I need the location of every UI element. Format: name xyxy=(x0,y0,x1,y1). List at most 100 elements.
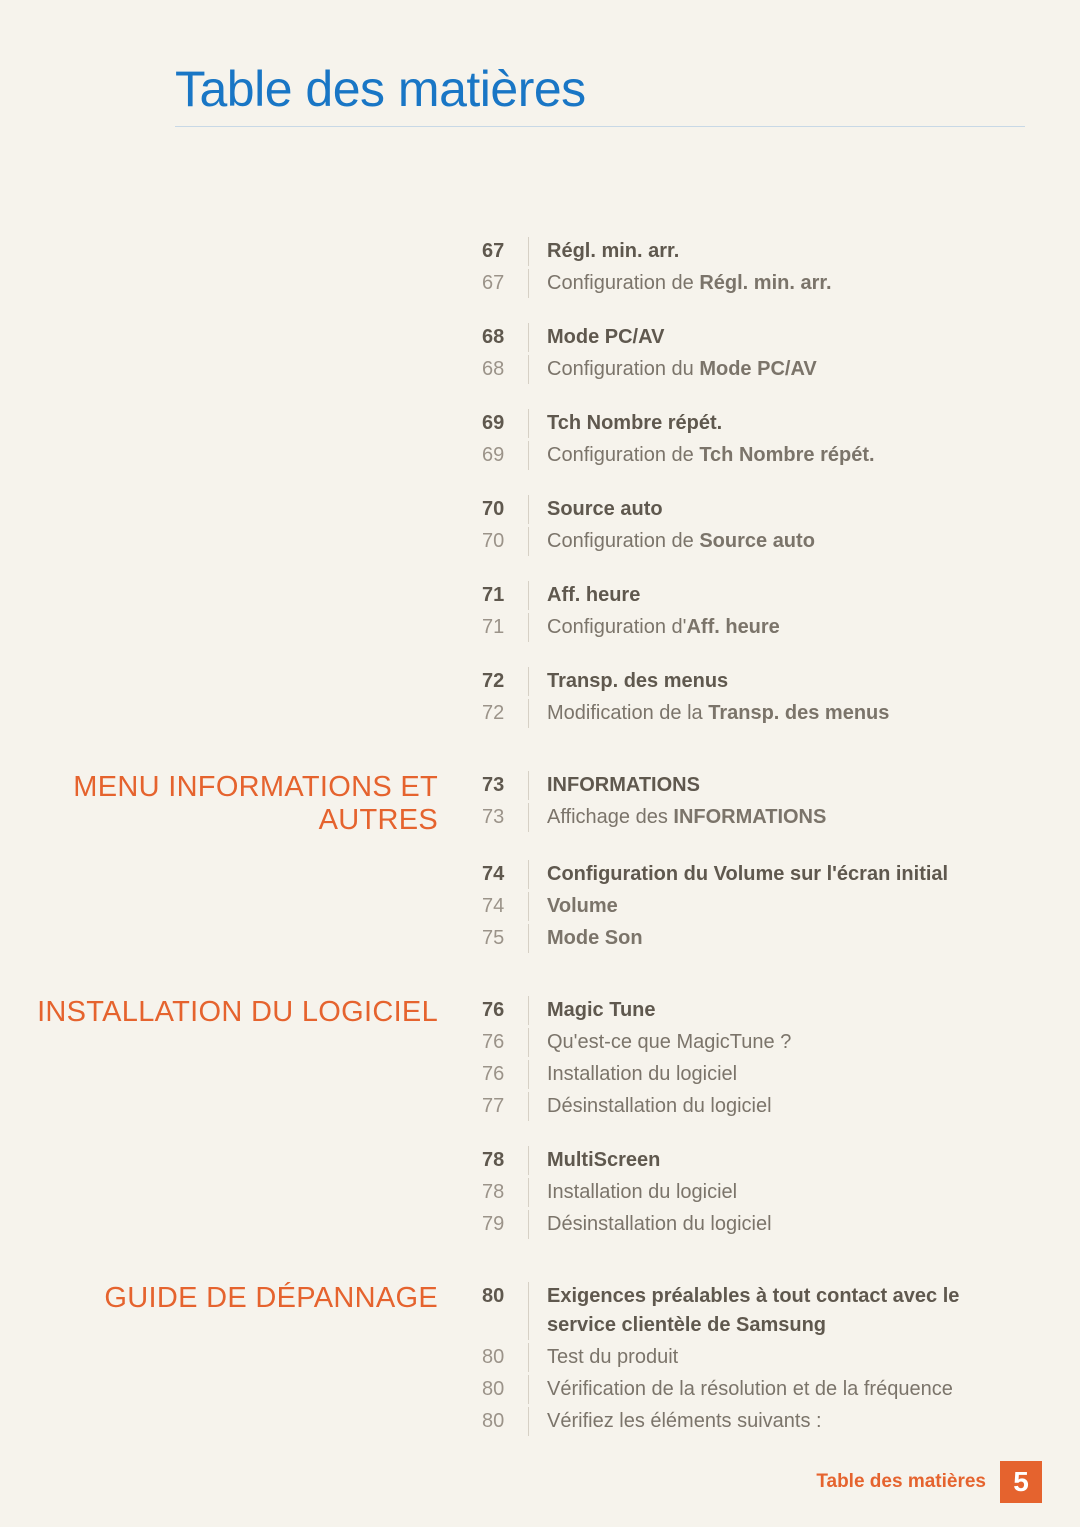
toc-entry-text: Régl. min. arr. xyxy=(547,237,679,266)
entries-column: 74Configuration du Volume sur l'écran in… xyxy=(460,860,948,956)
toc-divider xyxy=(528,581,529,610)
toc-heading: 70Source auto xyxy=(482,495,815,524)
toc-entry-text: Configuration de Tch Nombre répét. xyxy=(547,441,875,470)
toc-divider xyxy=(528,1060,529,1089)
page-title: Table des matières xyxy=(175,60,1080,118)
toc-entry-text: Source auto xyxy=(547,495,663,524)
toc-divider xyxy=(528,237,529,266)
entries-column: 72Transp. des menus72Modification de la … xyxy=(460,667,889,731)
toc-heading: 68Mode PC/AV xyxy=(482,323,817,352)
section-column: GUIDE DE DÉPANNAGE xyxy=(0,1282,460,1315)
toc-page-number: 76 xyxy=(482,996,528,1025)
toc-subentry: 69 Configuration de Tch Nombre répét. xyxy=(482,441,875,470)
toc-subentry: 68 Configuration du Mode PC/AV xyxy=(482,355,817,384)
toc-row: MENU INFORMATIONS ET AUTRES 73 INFORMATION… xyxy=(0,771,1080,838)
toc-page-number: 76 xyxy=(482,1028,528,1057)
toc-subentry: 72Modification de la Transp. des menus xyxy=(482,699,889,728)
toc-divider xyxy=(528,355,529,384)
toc-page-number: 72 xyxy=(482,667,528,696)
toc-divider xyxy=(528,771,529,800)
toc-page-number: 69 xyxy=(482,441,528,470)
toc-subentry: 75Mode Son xyxy=(482,924,948,953)
toc-entry-text: Modification de la Transp. des menus xyxy=(547,699,889,728)
toc-subentry: 76 Qu'est-ce que MagicTune ? xyxy=(482,1028,791,1057)
toc-page-number: 80 xyxy=(482,1375,528,1404)
toc-entry-text: Volume xyxy=(547,892,618,921)
toc-entry-text: Configuration d'Aff. heure xyxy=(547,613,780,642)
toc-entry-text: Configuration de Régl. min. arr. xyxy=(547,269,832,298)
toc-row: 67 Régl. min. arr. 67 Configuration de Régl… xyxy=(0,237,1080,301)
page: Table des matières 67 Régl. min. arr. 67 Co… xyxy=(0,0,1080,1439)
toc-subentry: 76Installation du logiciel xyxy=(482,1060,791,1089)
toc-divider xyxy=(528,803,529,832)
toc-row: 74Configuration du Volume sur l'écran in… xyxy=(0,860,1080,956)
toc-heading: 69 Tch Nombre répét. xyxy=(482,409,875,438)
section-title: GUIDE DE DÉPANNAGE xyxy=(0,1282,438,1315)
toc-page-number: 78 xyxy=(482,1178,528,1207)
toc-page-number: 76 xyxy=(482,1060,528,1089)
section-title: MENU INFORMATIONS ET AUTRES xyxy=(0,771,438,838)
toc-subentry: 80Test du produit xyxy=(482,1343,1007,1372)
toc-subentry: 67 Configuration de Régl. min. arr. xyxy=(482,269,832,298)
toc-entry-text: Configuration du Mode PC/AV xyxy=(547,355,817,384)
toc-entry-text: Vérification de la résolution et de la f… xyxy=(547,1375,953,1404)
entries-column: 73INFORMATIONS73Affichage des INFORMATIO… xyxy=(460,771,826,835)
toc-divider xyxy=(528,667,529,696)
toc-divider xyxy=(528,996,529,1025)
toc-row: 68Mode PC/AV68Configuration du Mode PC/A… xyxy=(0,323,1080,387)
entries-column: 68Mode PC/AV68Configuration du Mode PC/A… xyxy=(460,323,817,387)
toc-row: GUIDE DE DÉPANNAGE 80 Exigences préalables… xyxy=(0,1282,1080,1439)
title-underline xyxy=(175,126,1025,127)
toc-entry-text: Vérifiez les éléments suivants : xyxy=(547,1407,822,1436)
toc-subentry: 74 Volume xyxy=(482,892,948,921)
toc-page-number: 67 xyxy=(482,269,528,298)
toc-entry-text: Magic Tune xyxy=(547,996,656,1025)
toc-divider xyxy=(528,1210,529,1239)
toc-page-number: 77 xyxy=(482,1092,528,1121)
toc-page-number: 67 xyxy=(482,237,528,266)
toc-divider xyxy=(528,699,529,728)
toc-divider xyxy=(528,441,529,470)
toc-page-number: 78 xyxy=(482,1146,528,1175)
toc-row: 69 Tch Nombre répét. 69 Configuration de Tc… xyxy=(0,409,1080,473)
toc-entry-text: Affichage des INFORMATIONS xyxy=(547,803,826,832)
toc-subentry: 71Configuration d'Aff. heure xyxy=(482,613,780,642)
toc-page-number: 79 xyxy=(482,1210,528,1239)
toc-entry-text: Configuration de Source auto xyxy=(547,527,815,556)
toc-page-number: 80 xyxy=(482,1282,528,1311)
toc-divider xyxy=(528,613,529,642)
entries-column: 69 Tch Nombre répét. 69 Configuration de Tc… xyxy=(460,409,875,473)
entries-column: 80 Exigences préalables à tout contact av… xyxy=(460,1282,1007,1439)
toc-entry-text: Exigences préalables à tout contact avec… xyxy=(547,1282,1007,1340)
toc-heading: 76 Magic Tune xyxy=(482,996,791,1025)
toc-entry-text: MultiScreen xyxy=(547,1146,660,1175)
toc-divider xyxy=(528,892,529,921)
toc-divider xyxy=(528,1092,529,1121)
toc-divider xyxy=(528,1178,529,1207)
toc-subentry: 78Installation du logiciel xyxy=(482,1178,772,1207)
toc-page-number: 75 xyxy=(482,924,528,953)
toc-page-number: 74 xyxy=(482,892,528,921)
toc-entry-text: Tch Nombre répét. xyxy=(547,409,722,438)
toc-divider xyxy=(528,527,529,556)
toc-entry-text: Test du produit xyxy=(547,1343,678,1372)
toc-entry-text: Aff. heure xyxy=(547,581,640,610)
section-column: INSTALLATION DU LOGICIEL xyxy=(0,996,460,1029)
toc-entry-text: INFORMATIONS xyxy=(547,771,700,800)
toc-page-number: 68 xyxy=(482,355,528,384)
toc-page-number: 73 xyxy=(482,771,528,800)
toc-heading: 78 MultiScreen xyxy=(482,1146,772,1175)
toc-entry-text: Désinstallation du logiciel xyxy=(547,1210,772,1239)
toc-heading: 72Transp. des menus xyxy=(482,667,889,696)
toc-heading: 74Configuration du Volume sur l'écran in… xyxy=(482,860,948,889)
footer: Table des matières 5 xyxy=(816,1461,1042,1503)
toc-divider xyxy=(528,1282,529,1340)
toc-entry-text: Qu'est-ce que MagicTune ? xyxy=(547,1028,791,1057)
toc-divider xyxy=(528,1407,529,1436)
footer-label: Table des matières xyxy=(816,1471,986,1493)
toc-row: 70Source auto70Configuration de Source a… xyxy=(0,495,1080,559)
toc-divider xyxy=(528,495,529,524)
toc-heading: 80 Exigences préalables à tout contact av… xyxy=(482,1282,1007,1340)
toc-page-number: 69 xyxy=(482,409,528,438)
toc-page-number: 68 xyxy=(482,323,528,352)
